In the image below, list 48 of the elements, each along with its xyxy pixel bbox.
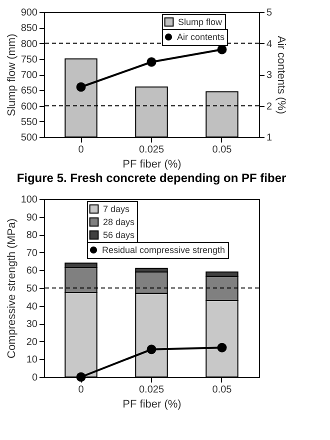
y-tick-label: 0 bbox=[32, 372, 38, 384]
point bbox=[217, 44, 227, 54]
y-tick-label: 60 bbox=[26, 266, 38, 277]
y-tick-label: 700 bbox=[20, 70, 38, 81]
x-tick-label: 0 bbox=[78, 384, 84, 396]
y-tick-label: 800 bbox=[20, 38, 38, 50]
y-tick-label: 10 bbox=[26, 354, 38, 366]
y-tick-label: 100 bbox=[20, 194, 38, 206]
y-tick-label: 80 bbox=[26, 230, 38, 242]
y-tick-label: 500 bbox=[20, 132, 38, 144]
x-tick-label: 0 bbox=[78, 144, 84, 156]
y-tick-label: 40 bbox=[26, 301, 38, 312]
x-tick-label: 0.05 bbox=[212, 144, 232, 156]
point bbox=[76, 82, 86, 92]
y2-tick-label: 5 bbox=[266, 8, 272, 18]
caption: Figure 5. Fresh concrete depending on PF fiber bbox=[16, 171, 287, 185]
y2-tick-label: 2 bbox=[266, 101, 272, 112]
x-tick-label: 0.025 bbox=[138, 384, 164, 396]
y-axis-title: Compressive strength (MPa) bbox=[6, 218, 18, 358]
y2-tick-label: 3 bbox=[266, 70, 272, 81]
y-tick-label: 900 bbox=[20, 8, 38, 18]
point bbox=[146, 57, 156, 67]
y-tick-label: 850 bbox=[20, 23, 38, 34]
x-tick-label: 0.025 bbox=[138, 144, 164, 156]
y-tick-label: 750 bbox=[20, 54, 38, 66]
legend-label: Residual compressive strength bbox=[102, 245, 226, 255]
y-tick-label: 30 bbox=[26, 319, 38, 330]
y-tick-label: 70 bbox=[26, 248, 38, 259]
y2-tick-label: 4 bbox=[266, 38, 272, 50]
y2-axis-title: Air contents (%) bbox=[275, 36, 288, 114]
legend-label: 7 days bbox=[103, 204, 130, 214]
legend-label: Slump flow bbox=[178, 17, 223, 27]
x-tick-label: 0.05 bbox=[212, 384, 232, 396]
point bbox=[217, 342, 227, 352]
y-axis-title: Slump flow (mm) bbox=[6, 34, 18, 116]
y2-tick-label: 1 bbox=[266, 132, 272, 144]
point bbox=[146, 344, 156, 354]
y-tick-label: 650 bbox=[20, 86, 38, 97]
y-tick-label: 50 bbox=[26, 284, 38, 294]
y-tick-label: 600 bbox=[20, 101, 38, 112]
legend-label: Air contents bbox=[177, 32, 226, 42]
x-axis-title: PF fiber (%) bbox=[122, 158, 182, 170]
legend-label: 56 days bbox=[103, 230, 136, 240]
y-tick-label: 20 bbox=[26, 336, 38, 348]
x-axis-title: PF fiber (%) bbox=[122, 398, 182, 410]
y-tick-label: 90 bbox=[26, 212, 38, 224]
legend-label: 28 days bbox=[103, 217, 136, 227]
y-tick-label: 550 bbox=[20, 116, 38, 128]
